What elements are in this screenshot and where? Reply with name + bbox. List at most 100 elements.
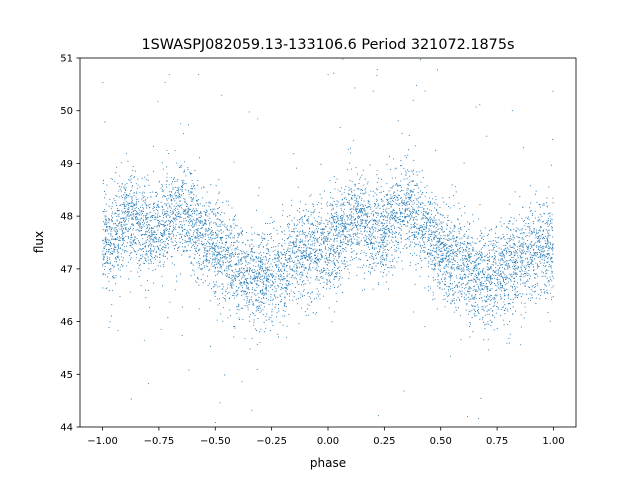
data-point	[205, 260, 207, 262]
data-point	[489, 289, 491, 292]
data-point	[282, 288, 284, 290]
data-point	[383, 272, 385, 274]
data-point	[513, 244, 515, 246]
data-point	[120, 224, 122, 226]
data-point	[523, 265, 525, 267]
data-point	[325, 288, 328, 290]
data-point	[345, 236, 347, 238]
data-point	[209, 248, 211, 250]
data-point	[155, 213, 157, 215]
data-point	[356, 274, 358, 276]
data-point	[473, 281, 475, 283]
data-point	[188, 232, 190, 234]
data-point	[147, 225, 149, 227]
data-point	[468, 223, 471, 225]
data-point	[166, 213, 168, 215]
data-point	[255, 298, 257, 301]
data-point	[394, 177, 397, 179]
data-point	[521, 217, 523, 219]
data-point	[152, 270, 154, 272]
data-point	[339, 232, 341, 234]
data-point	[300, 217, 303, 219]
data-point	[171, 237, 173, 239]
data-point	[509, 320, 511, 322]
data-point	[191, 187, 193, 190]
data-point	[391, 230, 393, 232]
data-point	[510, 229, 512, 231]
data-point	[205, 214, 207, 216]
data-point	[366, 236, 368, 238]
data-point	[104, 222, 106, 224]
data-point	[299, 263, 301, 265]
data-point	[185, 250, 187, 252]
data-point	[125, 187, 127, 189]
data-point	[243, 251, 245, 253]
data-point	[286, 284, 288, 286]
data-point	[238, 279, 240, 281]
data-point	[551, 244, 554, 246]
data-point	[109, 321, 111, 323]
data-point	[132, 243, 134, 245]
data-point	[120, 190, 122, 192]
data-point	[275, 276, 277, 278]
data-point	[465, 294, 467, 296]
data-point	[289, 273, 291, 275]
data-point	[157, 206, 159, 208]
data-point	[551, 280, 553, 282]
data-point	[380, 198, 382, 200]
data-point	[117, 243, 120, 245]
data-point	[143, 251, 145, 253]
data-point	[227, 317, 229, 319]
data-point	[203, 222, 205, 224]
data-point	[459, 252, 461, 254]
data-point	[232, 281, 234, 283]
data-point	[403, 202, 405, 204]
data-point	[356, 252, 358, 254]
data-point	[193, 197, 195, 199]
data-point	[468, 254, 470, 256]
data-point	[257, 118, 259, 120]
data-point	[155, 208, 157, 210]
data-point	[217, 266, 219, 268]
data-point	[452, 253, 454, 255]
data-point	[126, 204, 128, 206]
data-point	[263, 292, 265, 294]
data-point	[498, 253, 500, 255]
data-point	[226, 225, 228, 227]
data-point	[531, 247, 533, 249]
data-point	[374, 237, 376, 240]
data-point	[154, 258, 156, 260]
data-point	[389, 228, 391, 230]
data-point	[464, 241, 466, 243]
data-point	[289, 283, 291, 285]
data-point	[447, 234, 449, 236]
data-point	[373, 210, 375, 212]
data-point	[481, 306, 483, 308]
data-point	[436, 308, 438, 310]
data-point	[550, 256, 552, 258]
data-point	[384, 233, 387, 235]
data-point	[307, 303, 309, 305]
data-point	[103, 248, 105, 250]
data-point	[302, 274, 304, 276]
data-point	[430, 218, 433, 220]
data-point	[163, 217, 165, 219]
data-point	[171, 255, 173, 258]
data-point	[512, 265, 514, 268]
data-point	[118, 221, 121, 223]
data-point	[137, 198, 139, 200]
data-point	[486, 287, 488, 289]
data-point	[250, 239, 252, 241]
data-point	[185, 217, 187, 219]
data-point	[530, 262, 532, 264]
data-point	[430, 233, 432, 236]
data-point	[130, 258, 132, 260]
data-point	[229, 255, 231, 257]
data-point	[166, 251, 169, 253]
data-point	[377, 229, 379, 231]
data-point	[209, 253, 211, 255]
data-point	[319, 272, 321, 274]
data-point	[138, 265, 140, 267]
data-point	[130, 223, 133, 225]
data-point	[289, 236, 291, 238]
